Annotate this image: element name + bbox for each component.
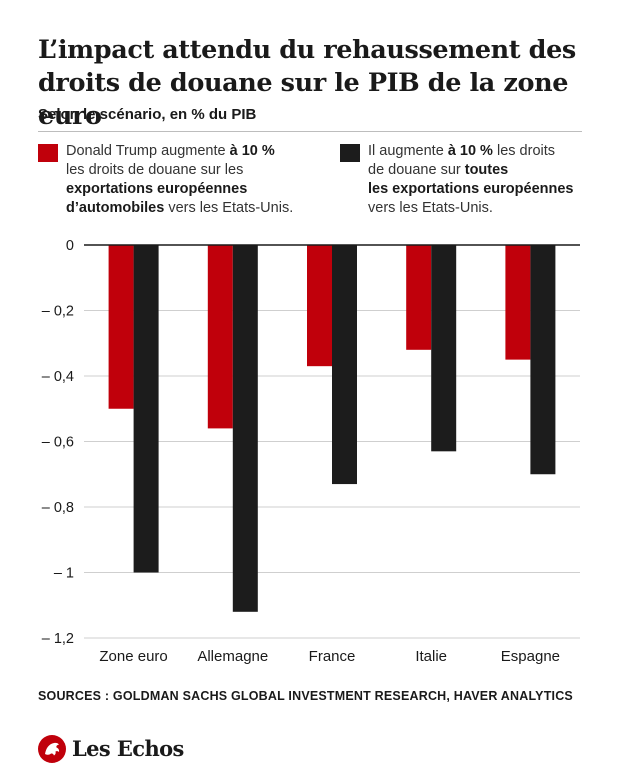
x-tick-label: Allemagne	[197, 648, 268, 665]
legend-text-all-exports: Il augmente à 10 % les droits de douane s…	[368, 142, 600, 218]
sources-note: SOURCES : GOLDMAN SACHS GLOBAL INVESTMEN…	[38, 689, 573, 703]
legend-swatch-red	[38, 144, 58, 162]
legend-emphasis: toutes	[464, 162, 509, 178]
bar-automobiles	[307, 245, 332, 367]
legend-emphasis: à 10 %	[447, 143, 493, 159]
bar-automobiles	[207, 245, 233, 429]
bar-all-exports	[232, 245, 258, 612]
chart-subtitle: Selon le scénario, en % du PIB	[38, 106, 257, 123]
legend-text-automobiles: Donald Trump augmente à 10 % les droits d…	[66, 142, 318, 218]
legend-swatch-black	[340, 144, 360, 162]
bar-automobiles	[505, 245, 531, 360]
legend-line: les exportations européennes	[368, 180, 600, 199]
legend-segment: vers les Etats-Unis.	[368, 200, 493, 216]
legend-segment: les droits	[492, 143, 556, 159]
bar-all-exports	[332, 245, 357, 485]
y-tick-label: – 0,4	[42, 369, 74, 385]
legend-segment: les droits de douane sur les	[66, 162, 244, 178]
legend-line: vers les Etats-Unis.	[368, 199, 600, 218]
bar-all-exports	[530, 245, 556, 475]
header-divider	[38, 131, 582, 132]
y-tick-label: – 0,8	[42, 500, 74, 516]
bar-all-exports	[431, 245, 457, 452]
legend-segment: de douane sur	[368, 162, 465, 178]
legend-line: de douane sur toutes	[368, 161, 600, 180]
bar-automobiles	[406, 245, 432, 350]
y-tick-label: – 1,2	[42, 631, 74, 647]
legend-line: Il augmente à 10 % les droits	[368, 142, 600, 161]
bar-all-exports	[133, 245, 159, 573]
x-tick-label: France	[309, 648, 356, 665]
legend-segment: Il augmente	[368, 143, 448, 159]
legend-emphasis: à 10 %	[229, 143, 275, 159]
y-tick-label: – 0,6	[42, 435, 74, 451]
legend-emphasis: les exportations européennes	[368, 181, 574, 197]
x-tick-label: Zone euro	[99, 648, 167, 665]
y-tick-label: 0	[66, 238, 74, 254]
legend-line: exportations européennes	[66, 180, 318, 199]
bar-chart: 0 – 0,2 – 0,4 – 0,6 – 0,8 – 1 – 1,2 Zone euro Al…	[42, 238, 580, 665]
chart-title: L’impact attendu du rehaussement des dro…	[38, 35, 576, 131]
legend-emphasis: exportations européennes	[66, 181, 248, 197]
legend-item-all-exports: Il augmente à 10 % les droits de douane s…	[340, 142, 600, 218]
legend-line: Donald Trump augmente à 10 %	[66, 142, 318, 161]
x-tick-label: Espagne	[501, 648, 560, 665]
legend-item-automobiles: Donald Trump augmente à 10 % les droits d…	[38, 142, 318, 218]
legend-line: les droits de douane sur les	[66, 161, 318, 180]
bar-automobiles	[108, 245, 134, 409]
y-tick-label: – 1	[54, 566, 74, 582]
legend-emphasis: d’automobiles	[66, 200, 165, 216]
legend-segment: vers les Etats-Unis.	[164, 200, 294, 216]
x-tick-label: Italie	[415, 648, 447, 665]
les-echos-lion-icon	[38, 735, 66, 763]
y-tick-label: – 0,2	[42, 304, 74, 320]
legend-segment: Donald Trump augmente	[66, 143, 230, 159]
logo-text: Les Echos	[72, 736, 184, 761]
legend-line: d’automobiles vers les Etats-Unis.	[66, 199, 318, 218]
